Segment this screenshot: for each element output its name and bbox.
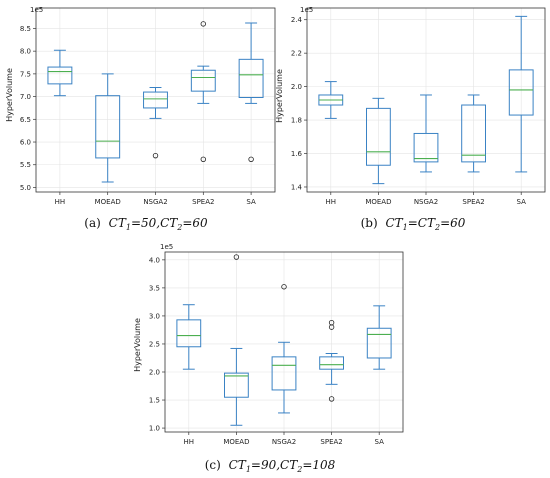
y-tick-label-c: 1.5 (149, 397, 160, 405)
box-c-moead (224, 254, 249, 426)
y-tick-label-a: 8.0 (20, 48, 31, 56)
panel-b: 1.4 1.6 1.8 2.0 2.2 2.4 HH MOEAD NSGA2 SPEA2 SA 1e… (275, 6, 546, 232)
x-tick-label-a: SA (246, 198, 256, 206)
y-tick-label-a: 5.0 (20, 184, 31, 192)
box-b-spea2 (461, 94, 487, 173)
x-tick-label-c: HH (184, 438, 195, 446)
y-tick-label-b: 2.4 (291, 16, 303, 24)
panel-c: 1.0 1.5 2.0 2.5 3.0 3.5 4.0 HH MOEAD NSGA2 SPEA2 SA… (133, 243, 404, 474)
iqr-box (271, 356, 297, 391)
box-b-hh (318, 81, 344, 119)
iqr-box (461, 104, 487, 163)
outlier-point (248, 156, 254, 162)
y-tick-label-c: 2.0 (149, 369, 160, 377)
box-c-hh (176, 304, 202, 370)
outlier-point (233, 254, 240, 260)
box-c-nsga2 (271, 284, 297, 414)
outlier-point (328, 396, 335, 402)
y-tick-label-a: 8.5 (20, 25, 31, 33)
iqr-box (95, 95, 121, 159)
y-tick-label-a: 7.0 (20, 93, 31, 101)
plot-area-b: 1.4 1.6 1.8 2.0 2.2 2.4 HH MOEAD NSGA2 SPEA2 SA (291, 7, 546, 206)
x-tick-label-a: SPEA2 (192, 198, 214, 206)
box-b-nsga2 (413, 94, 439, 173)
box-c-spea2 (319, 319, 345, 402)
box-b-moead (366, 97, 391, 185)
y-tick-label-b: 1.8 (291, 117, 302, 125)
iqr-box (176, 319, 202, 348)
box-a-sa (238, 22, 264, 162)
exponent-label-b: 1e5 (300, 6, 313, 14)
caption-c: (c) CT1=90,CT2=108 (205, 458, 336, 474)
box-c-sa (366, 305, 392, 370)
iqr-box (413, 132, 439, 163)
caption-b: (b) CT1=CT2=60 (361, 216, 466, 232)
x-tick-label-c: MOEAD (223, 438, 249, 446)
x-tick-label-b: SA (517, 198, 527, 206)
y-tick-label-a: 5.5 (20, 161, 31, 169)
x-tick-label-c: SA (375, 438, 385, 446)
iqr-box (366, 327, 392, 359)
x-tick-label-b: NSGA2 (414, 198, 438, 206)
y-axis-label-a: HyperVolume (5, 68, 14, 122)
y-tick-label-a: 6.0 (20, 139, 31, 147)
y-tick-label-c: 3.5 (149, 284, 160, 292)
x-tick-label-c: NSGA2 (272, 438, 296, 446)
caption-c-prefix: (c) (205, 458, 221, 472)
y-tick-label-c: 2.5 (149, 340, 160, 348)
y-axis-label-b: HyperVolume (275, 69, 284, 123)
iqr-box (366, 107, 391, 166)
y-tick-label-b: 1.4 (291, 183, 303, 191)
outlier-point (328, 324, 335, 330)
caption-a-text: CT1=50,CT2=60 (109, 216, 208, 232)
caption-b-prefix: (b) (361, 216, 378, 230)
iqr-box (190, 69, 216, 92)
y-tick-label-a: 6.5 (20, 116, 31, 124)
box-a-nsga2 (143, 87, 168, 159)
plot-area-a: 5.0 5.5 6.0 6.5 7.0 7.5 8.0 8.5 HH MOEAD NSGA2 SPEA… (20, 7, 276, 206)
x-tick-label-a: HH (55, 198, 66, 206)
y-axis-label-c: HyperVolume (133, 318, 142, 372)
y-tick-label-b: 2.2 (291, 50, 302, 58)
box-a-spea2 (190, 21, 216, 162)
iqr-box (47, 66, 73, 85)
caption-a-prefix: (a) (84, 216, 101, 230)
y-tick-label-c: 3.0 (149, 312, 160, 320)
x-tick-label-a: MOEAD (95, 198, 121, 206)
x-tick-label-a: NSGA2 (143, 198, 167, 206)
x-tick-label-b: MOEAD (365, 198, 391, 206)
y-tick-label-b: 2.0 (291, 83, 302, 91)
y-tick-label-a: 7.5 (20, 70, 31, 78)
y-tick-label-c: 4.0 (149, 256, 160, 264)
x-tick-label-c: SPEA2 (320, 438, 342, 446)
caption-b-text: CT1=CT2=60 (385, 216, 465, 232)
outlier-point (152, 152, 159, 159)
exponent-label-c: 1e5 (160, 243, 173, 251)
x-tick-label-b: HH (326, 198, 337, 206)
iqr-box (224, 372, 249, 398)
iqr-box (508, 69, 534, 116)
exponent-label-a: 1e5 (30, 6, 43, 14)
outlier-point (200, 21, 206, 27)
iqr-box (319, 356, 345, 370)
plot-area-c: 1.0 1.5 2.0 2.5 3.0 3.5 4.0 HH MOEAD NSGA2 SPEA2 SA (149, 251, 404, 446)
y-tick-label-b: 1.6 (291, 150, 303, 158)
x-tick-label-b: SPEA2 (462, 198, 484, 206)
box-a-moead (95, 73, 121, 183)
caption-c-text: CT1=90,CT2=108 (229, 458, 336, 474)
y-tick-label-c: 1.0 (149, 425, 160, 433)
box-a-hh (47, 49, 73, 97)
outlier-point (200, 156, 206, 162)
caption-a: (a) CT1=50,CT2=60 (84, 216, 208, 232)
outlier-point (281, 284, 287, 290)
box-b-sa (508, 15, 534, 173)
iqr-box (143, 91, 168, 109)
iqr-box (238, 58, 264, 99)
panel-a: 5.0 5.5 6.0 6.5 7.0 7.5 8.0 8.5 HH MOEAD NSGA2 SPEA… (5, 6, 276, 232)
